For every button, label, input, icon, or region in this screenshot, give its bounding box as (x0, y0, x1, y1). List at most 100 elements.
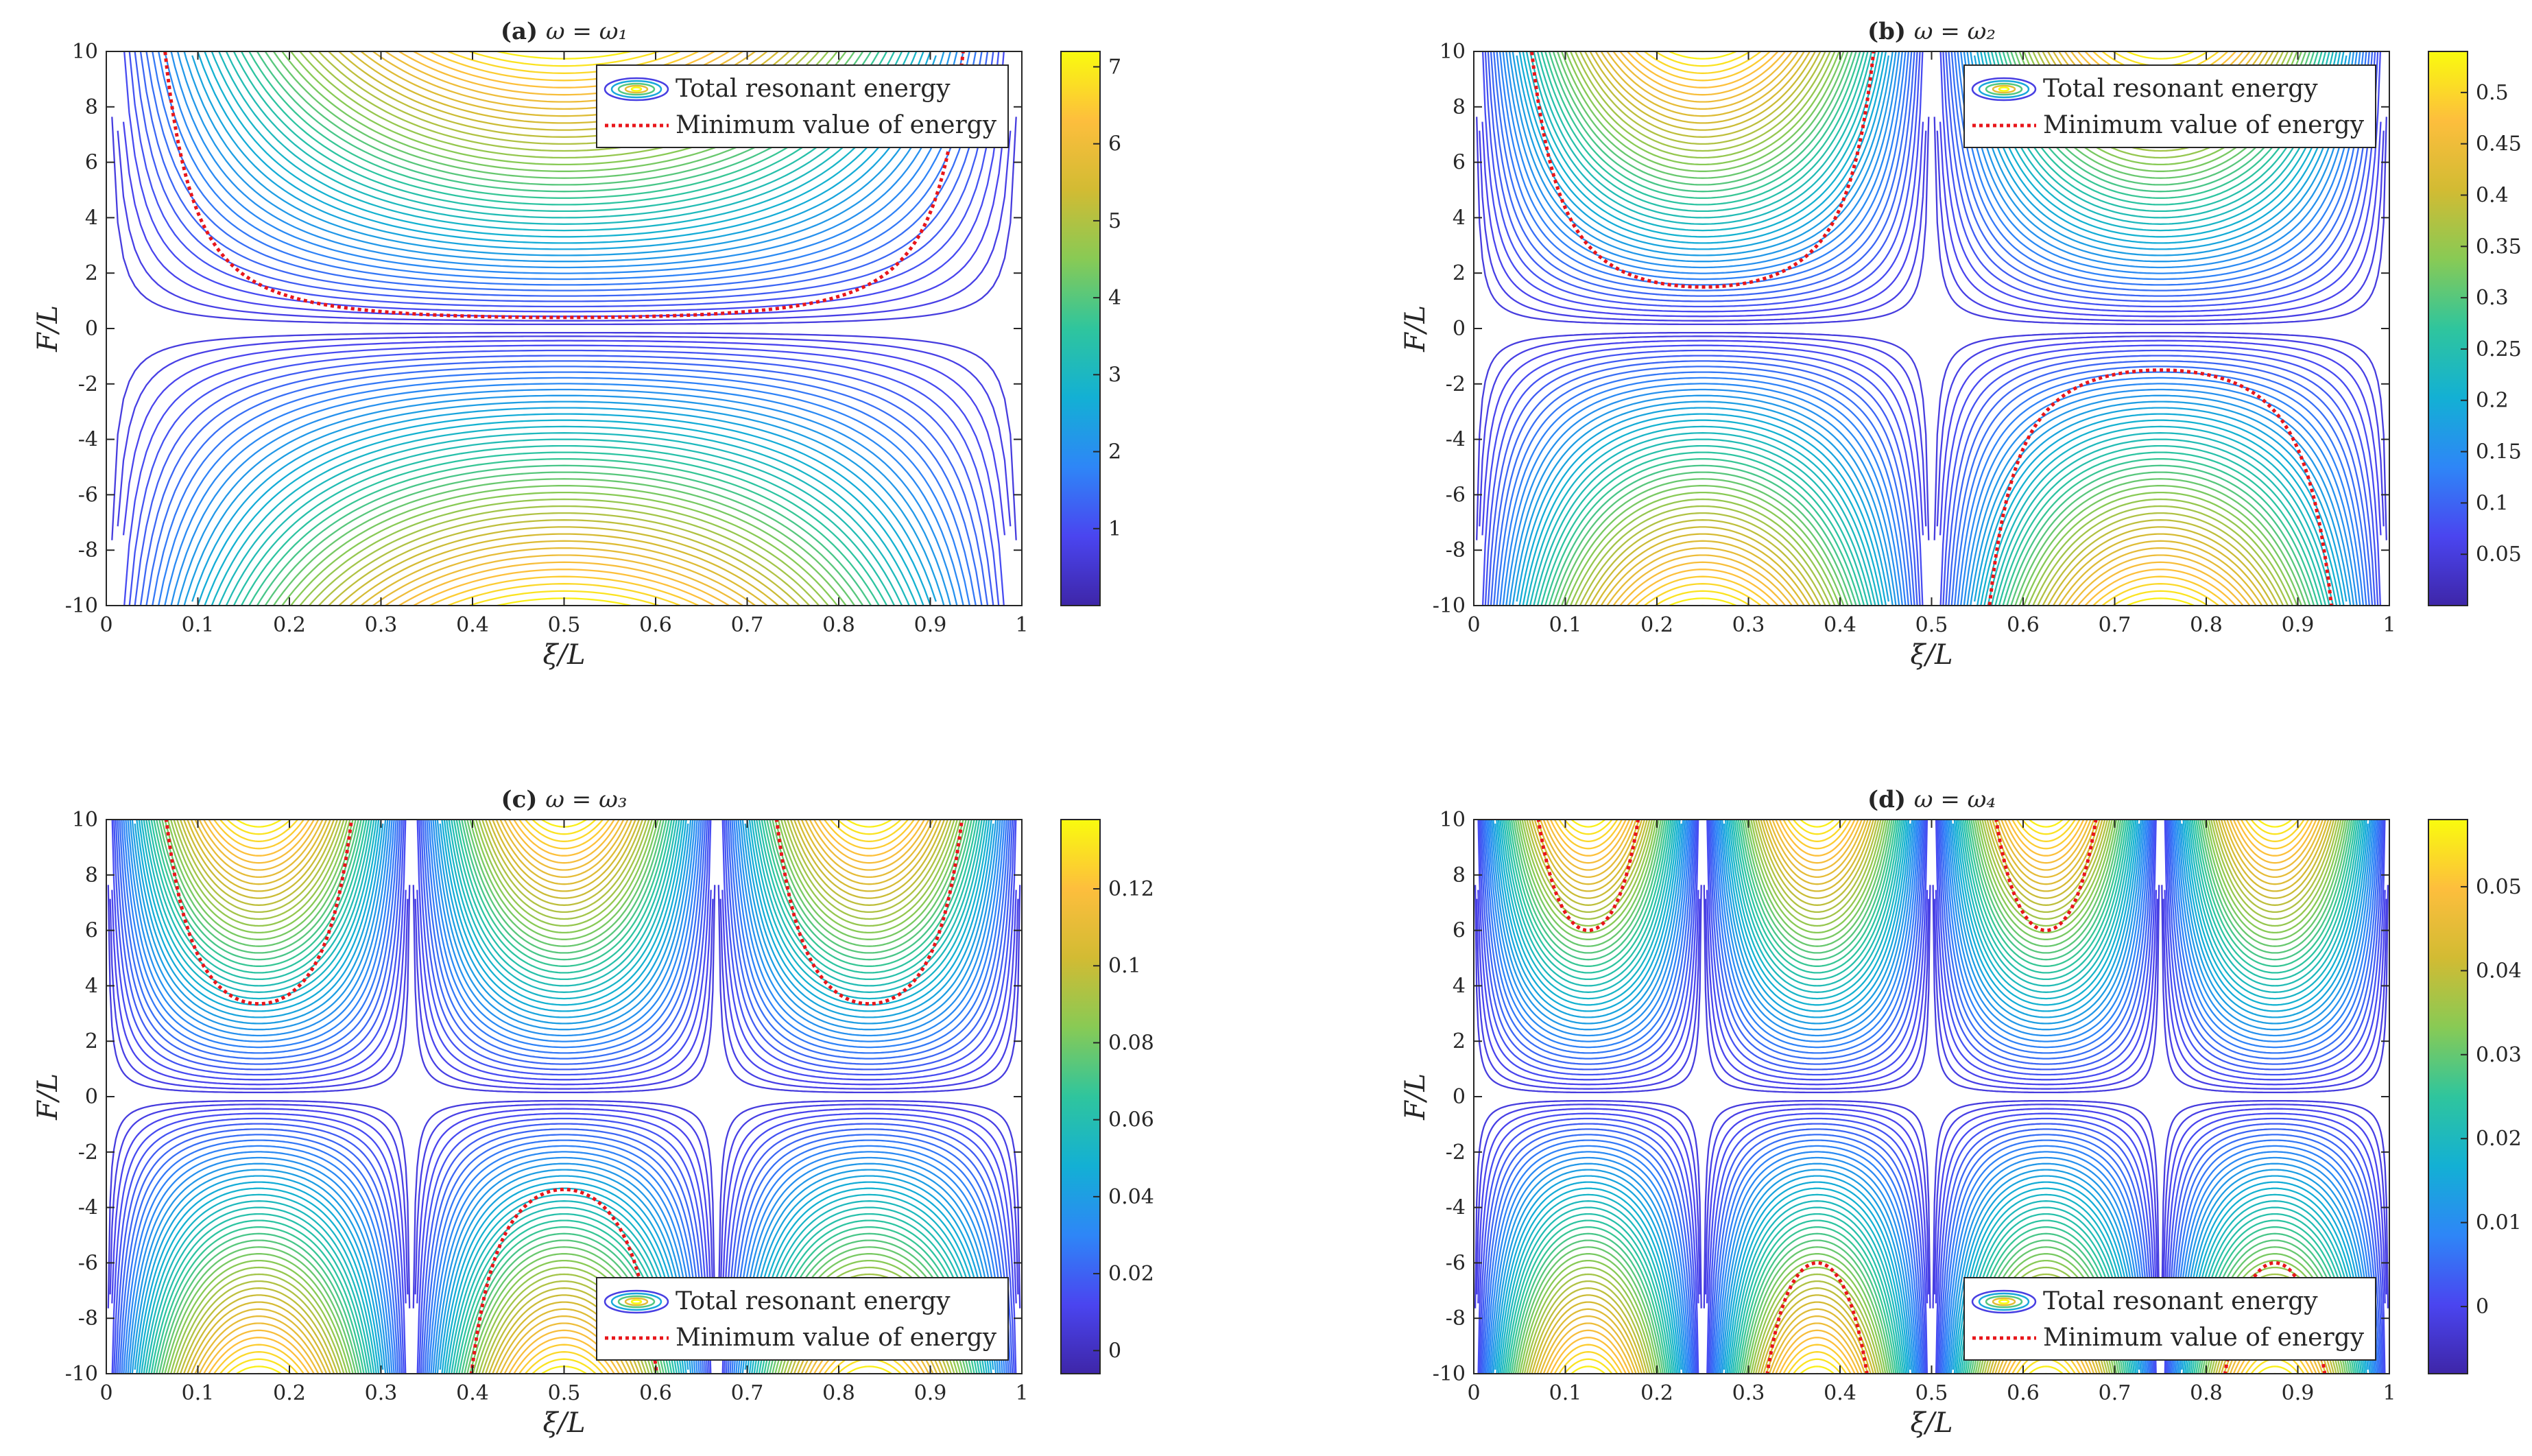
contour-line (739, 1162, 999, 1374)
contour-line (280, 485, 848, 606)
contour-line (226, 1358, 292, 1374)
contour-line (1750, 1266, 1885, 1374)
legend: Total resonant energy Minimum value of en… (1963, 1277, 2376, 1361)
contour-line (1626, 569, 1780, 606)
contour-line (2173, 820, 2378, 1049)
contour-line (240, 51, 888, 206)
contour-line (2250, 820, 2300, 835)
contour-line (121, 820, 397, 1054)
chart-title: (c) ω = ω₃ (501, 786, 628, 813)
colorbar-tick-label: 7 (1108, 55, 1121, 79)
legend: Total resonant energy Minimum value of en… (596, 1277, 1009, 1361)
contour-line (737, 1156, 1001, 1374)
contour-line (432, 1156, 696, 1374)
y-tick-label: 10 (72, 808, 98, 832)
colorbar-tick-label: 3 (1108, 363, 1121, 387)
contour-line (1512, 820, 1664, 954)
contour-line (1754, 820, 1880, 914)
contour-line (1747, 1259, 1887, 1374)
contour-line (1972, 820, 2120, 947)
contour-line (1480, 1123, 1697, 1374)
contour-line (251, 820, 267, 821)
contour-line (1957, 1193, 2135, 1374)
x-axis-label: ξ/L (1910, 1407, 1952, 1439)
contour-line (2064, 547, 2258, 606)
contour-line (717, 885, 1021, 1094)
contour-line (1523, 820, 1653, 920)
contour-line (117, 335, 1012, 527)
colorbar-tick-label: 4 (1108, 286, 1121, 310)
contour-line (1961, 820, 2131, 987)
contour-line (1479, 335, 1927, 527)
contour-line (1706, 1108, 1928, 1304)
contour-line (2189, 820, 2361, 987)
contour-line (1950, 1169, 2142, 1374)
contour-line (1760, 820, 1874, 899)
contour-line (772, 820, 967, 947)
contour-line (721, 890, 1017, 1086)
contour-line (761, 1219, 978, 1374)
contour-line (721, 1112, 1017, 1374)
contour-line (169, 1266, 348, 1374)
contour-line (272, 478, 856, 606)
contour-line (1483, 1134, 1694, 1374)
contour-line (507, 820, 621, 864)
contour-line (1502, 383, 1904, 606)
contour-line (416, 820, 712, 1081)
contour-line (1935, 1112, 2157, 1374)
contour-line (758, 1213, 981, 1374)
contour-line (1712, 1134, 1923, 1374)
contour-line (1476, 898, 1701, 1090)
contour-line (531, 820, 597, 835)
contour-line (1505, 1213, 1672, 1374)
y-tick-label: 6 (85, 919, 98, 943)
contour-line (1966, 51, 2355, 263)
contour-line (1544, 458, 1861, 606)
y-tick-label: -2 (78, 1141, 98, 1165)
contour-line (774, 820, 964, 940)
contour-line (121, 1139, 397, 1374)
x-tick-label: 0.7 (731, 613, 764, 637)
contour-line (2257, 1365, 2293, 1374)
contour-line (1525, 425, 1880, 606)
contour-line (225, 51, 903, 219)
contour-line (1750, 820, 1885, 927)
colorbar-tick-label: 2 (1108, 440, 1121, 464)
contour-line (1489, 1156, 1688, 1374)
contour-line (397, 561, 731, 606)
contour-line (1626, 51, 1780, 88)
contour-line (204, 419, 924, 606)
contour-line (443, 820, 685, 1006)
contour-line (1481, 51, 1924, 313)
contour-line (2002, 458, 2319, 606)
contour-line (813, 820, 926, 864)
contour-line (123, 820, 395, 1049)
contour-line (1558, 1351, 1619, 1374)
contour-line (1710, 1128, 1924, 1374)
contour-line (298, 498, 830, 606)
minimum-energy-curve (469, 1187, 659, 1374)
contour-line (156, 820, 362, 961)
contour-line (1763, 1301, 1872, 1374)
contour-line (1549, 820, 1627, 857)
contour-line (793, 820, 946, 899)
minimum-energy-curve (774, 820, 964, 1006)
contour-line (2240, 820, 2310, 850)
contour-line (1737, 820, 1897, 967)
contour-line (2193, 820, 2356, 974)
contour-line (2199, 820, 2351, 954)
contour-line (1799, 1365, 1835, 1374)
contour-line (2161, 1099, 2389, 1309)
x-tick-label: 0.2 (1640, 613, 1673, 637)
contour-line (2201, 820, 2349, 947)
minimum-energy-curves (163, 51, 965, 320)
contour-line (1560, 51, 1845, 172)
y-tick-label: -8 (1446, 1306, 1466, 1330)
contour-line (1546, 1329, 1631, 1374)
contour-line (191, 55, 937, 250)
contour-line (1519, 1259, 1658, 1374)
minimum-energy-curve (1530, 51, 1876, 289)
contour-line (1948, 51, 2374, 297)
contour-line (2223, 820, 2327, 885)
contour-line (818, 820, 920, 857)
